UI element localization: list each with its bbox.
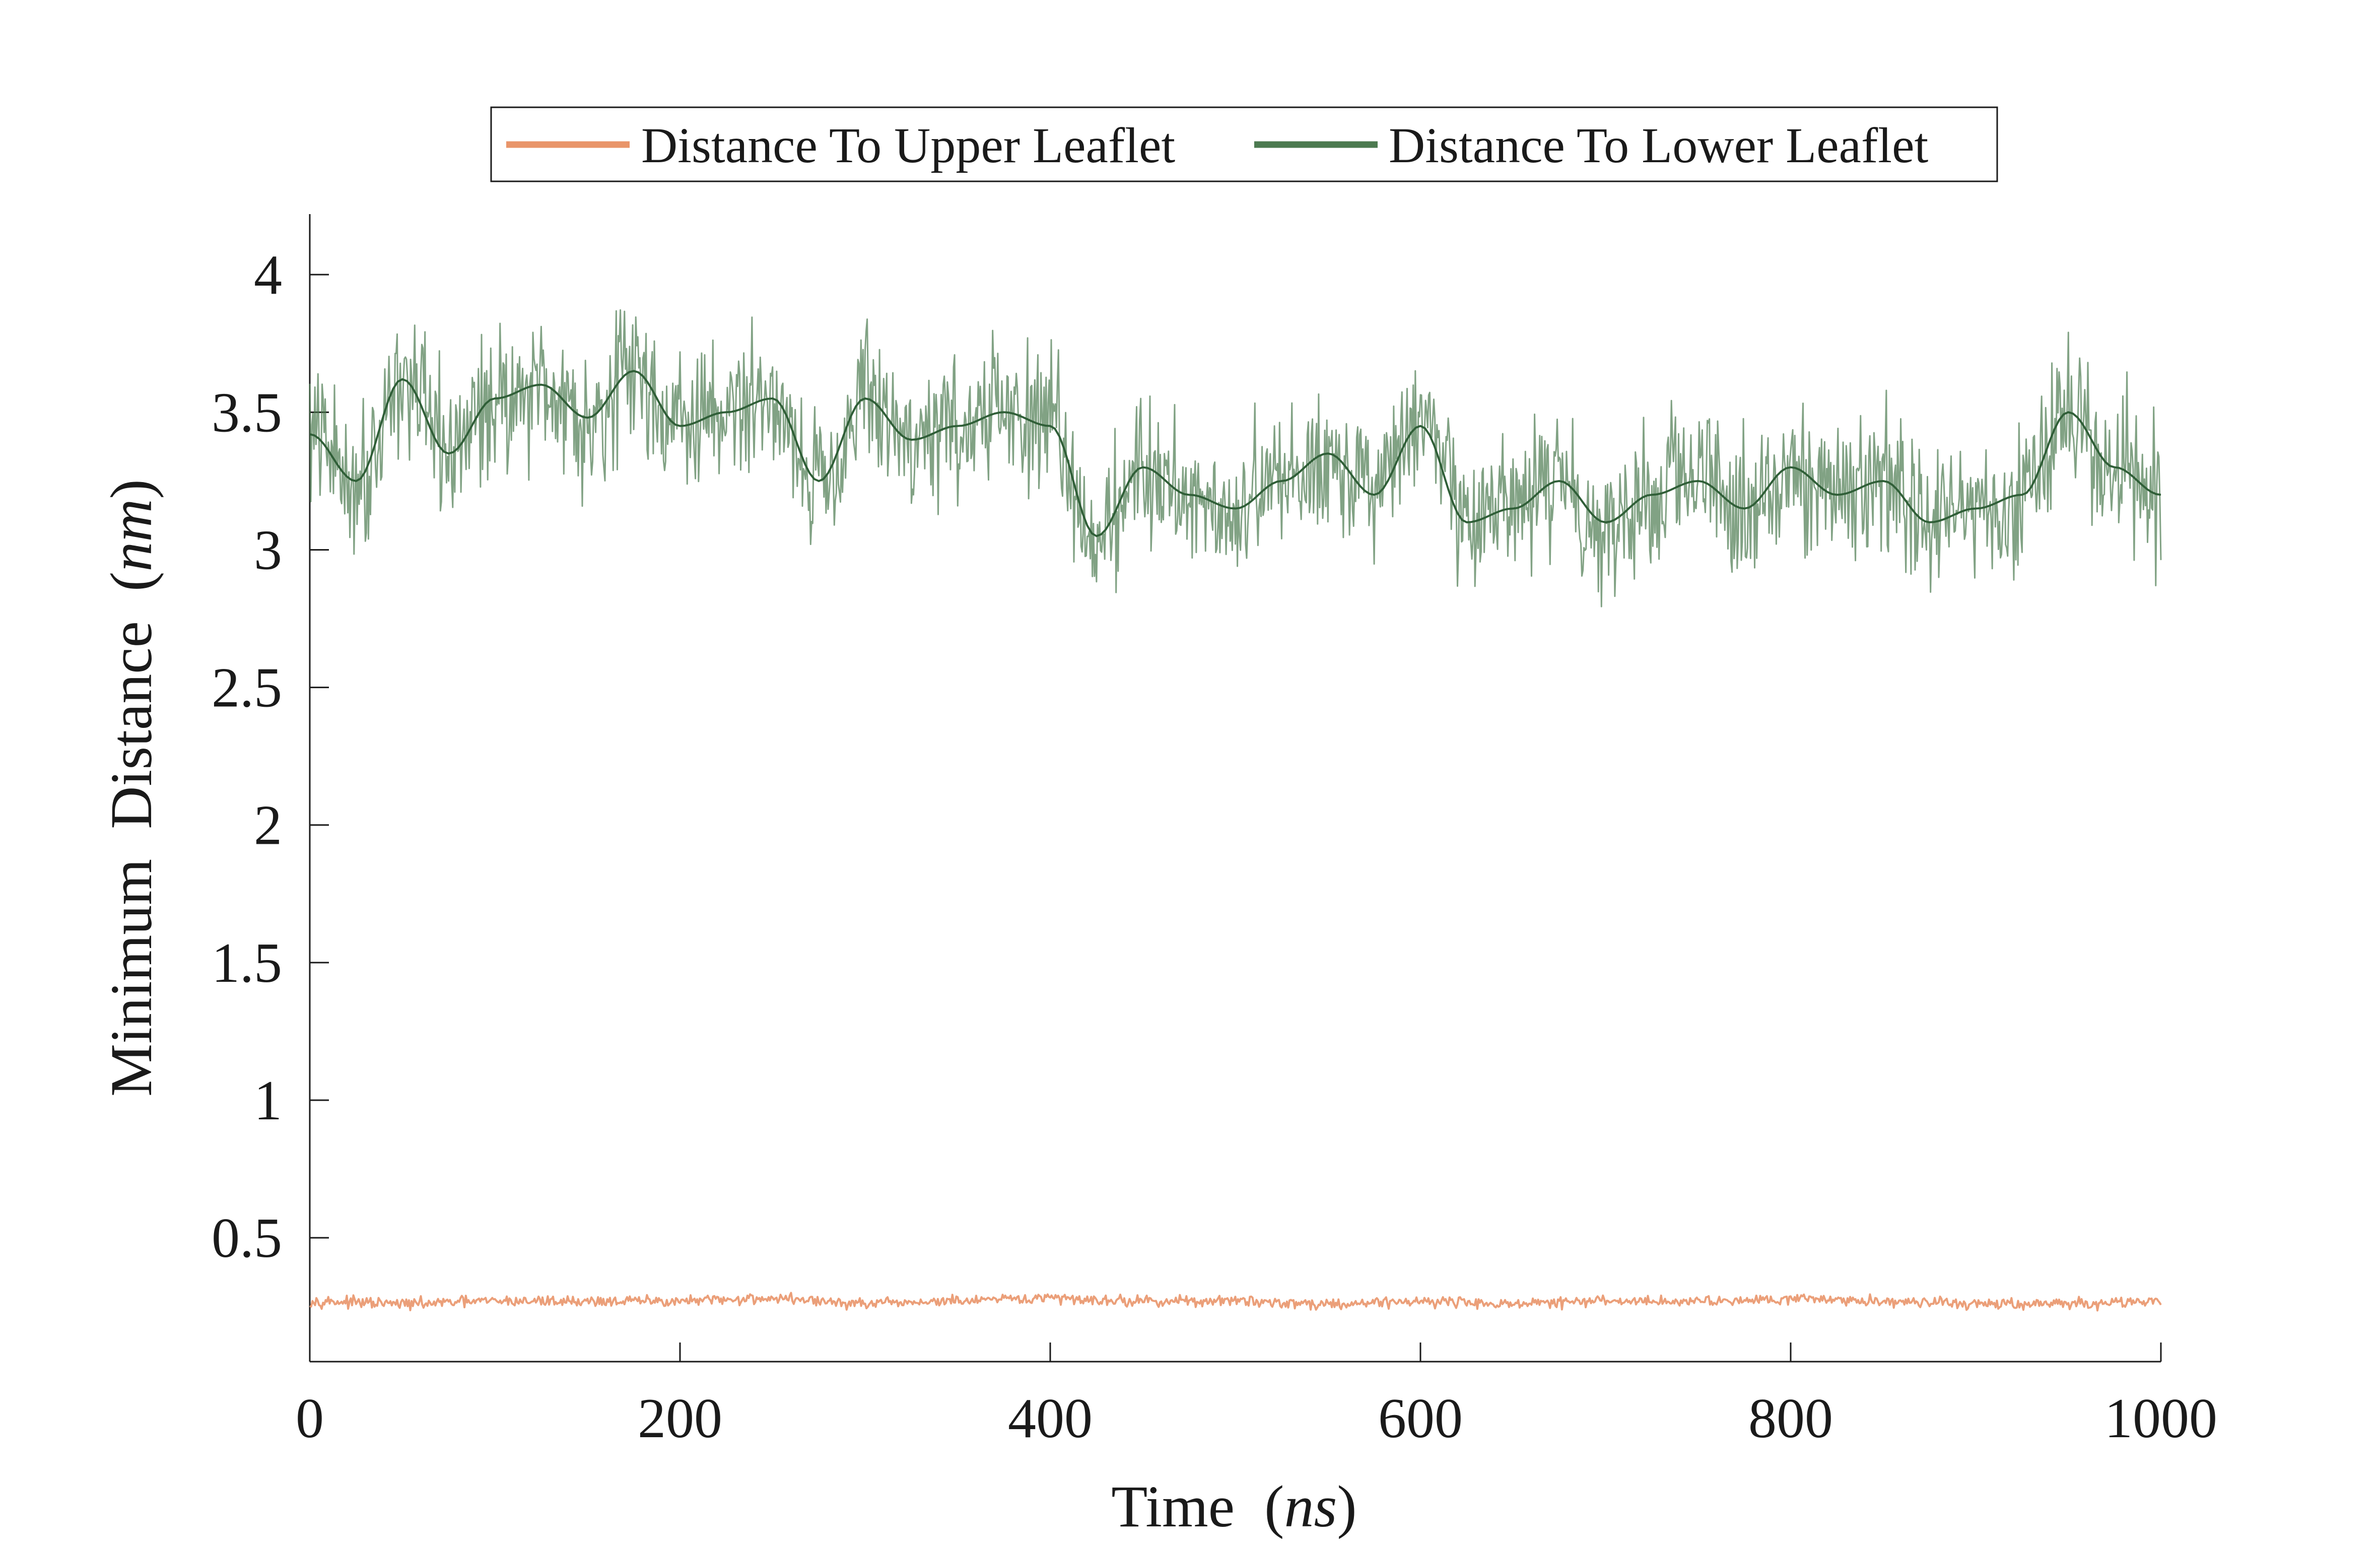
y-tick-label: 2.5: [212, 657, 282, 719]
series-trend-lower-leaflet: [309, 370, 2161, 538]
y-tick-label: 3: [254, 519, 282, 581]
x-tick-label: 400: [1008, 1387, 1093, 1450]
y-axis-title-close-paren: ): [98, 479, 164, 499]
axes: [309, 214, 2161, 1363]
x-axis-unit: ns: [1284, 1473, 1337, 1539]
y-tick-label: 0.5: [212, 1207, 282, 1269]
x-axis-title-close-paren: ): [1337, 1473, 1356, 1539]
x-axis-title: Time (ns): [1111, 1473, 1356, 1539]
x-axis-title-text: Time: [1111, 1473, 1235, 1539]
y-axis-title: Minimum Distance (nm): [98, 479, 164, 1097]
legend-box: [490, 106, 1998, 182]
y-axis-title-open-paren: (: [98, 572, 164, 621]
x-ticks: 0 200 400 600 800 1000: [296, 1342, 2217, 1450]
x-tick-label: 0: [296, 1387, 324, 1450]
y-tick-label: 2: [254, 794, 282, 857]
y-tick-label: 1.5: [212, 932, 282, 994]
x-axis-title-open-paren: (: [1235, 1473, 1284, 1539]
y-tick-label: 4: [254, 244, 282, 306]
x-tick-label: 200: [638, 1387, 722, 1450]
legend: Distance To Upper Leaflet Distance To Lo…: [490, 106, 1998, 182]
y-tick-label: 3.5: [212, 381, 282, 444]
legend-label-lower-leaflet: Distance To Lower Leaflet: [1389, 117, 1928, 173]
series-line-upper-leaflet: [309, 1292, 2162, 1312]
y-ticks: 0.5 1 1.5 2 2.5 3 3.5 4: [212, 244, 329, 1269]
x-tick-label: 800: [1748, 1387, 1833, 1450]
y-axis-title-text: Minimum Distance: [98, 621, 164, 1097]
series-layer: [309, 309, 2162, 1312]
y-axis-unit: nm: [98, 499, 164, 571]
x-tick-label: 1000: [2104, 1387, 2217, 1450]
legend-label-upper-leaflet: Distance To Upper Leaflet: [641, 117, 1175, 173]
x-tick-label: 600: [1378, 1387, 1463, 1450]
y-tick-label: 1: [254, 1069, 282, 1132]
series-line-lower-leaflet: [309, 309, 2162, 608]
